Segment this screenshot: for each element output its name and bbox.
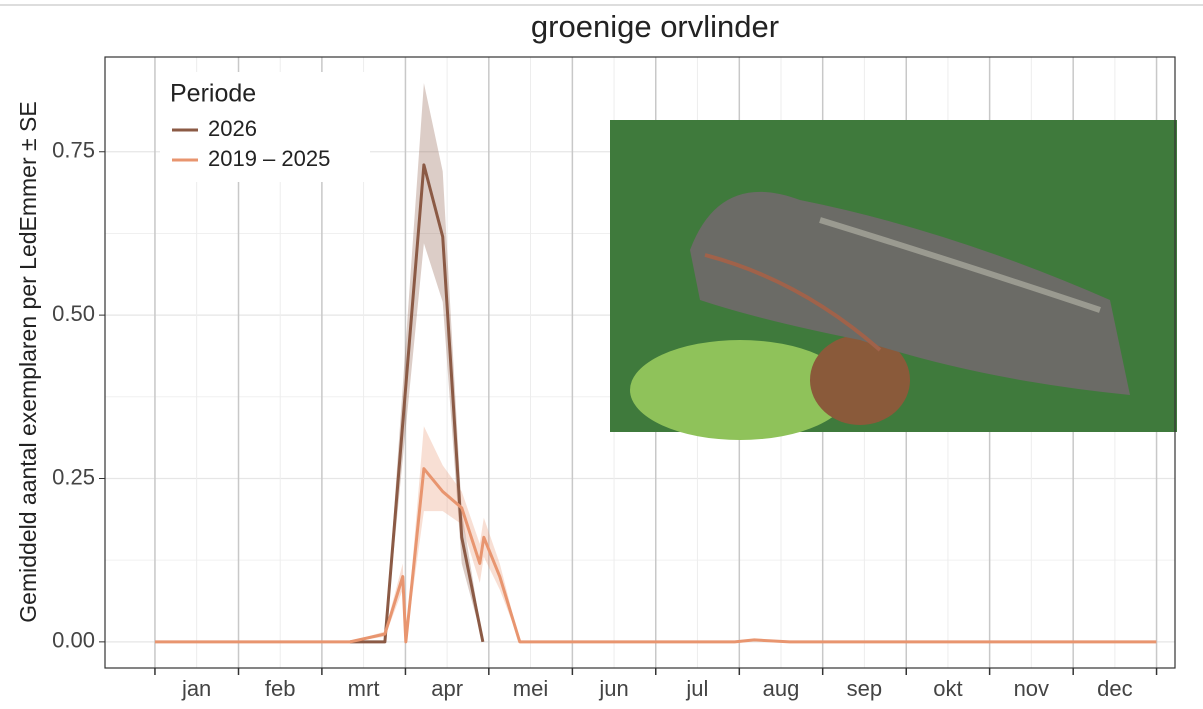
x-tick-label: mei <box>513 676 548 701</box>
legend-title: Periode <box>170 80 256 108</box>
x-tick-label: jul <box>685 676 708 701</box>
x-tick-label: jun <box>598 676 628 701</box>
x-tick-label: dec <box>1097 676 1132 701</box>
x-tick-label: mrt <box>348 676 380 701</box>
x-tick-label: feb <box>265 676 296 701</box>
x-tick-label: sep <box>847 676 882 701</box>
chart: groenige orvlinder Gemiddeld aantal exem… <box>0 0 1203 704</box>
y-axis-title: Gemiddeld aantal exemplaren per LedEmmer… <box>15 101 41 622</box>
y-tick-label: 0.75 <box>52 138 95 163</box>
x-tick-label: jan <box>181 676 211 701</box>
chart-title: groenige orvlinder <box>531 9 779 44</box>
legend: Periode 2026 2019 – 2025 <box>160 72 370 182</box>
moth-photo <box>610 120 1177 440</box>
legend-label: 2026 <box>208 116 257 141</box>
x-tick-label: okt <box>933 676 962 701</box>
y-tick-label: 0.25 <box>52 464 95 489</box>
x-tick-label: aug <box>763 676 800 701</box>
legend-label: 2019 – 2025 <box>208 146 330 171</box>
x-tick-label: apr <box>431 676 463 701</box>
y-tick-label: 0.50 <box>52 301 95 326</box>
y-tick-label: 0.00 <box>52 628 95 653</box>
x-tick-label: nov <box>1014 676 1049 701</box>
